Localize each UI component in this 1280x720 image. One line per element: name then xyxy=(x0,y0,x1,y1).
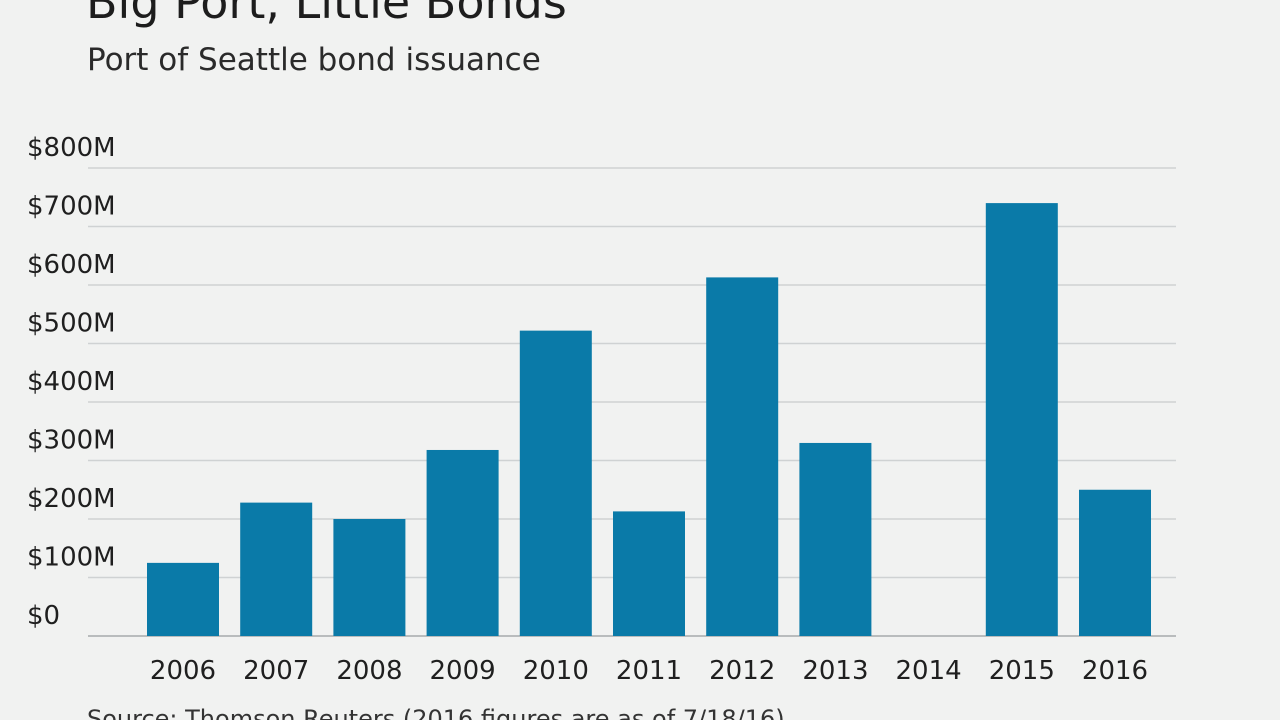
y-tick-label: $400M xyxy=(27,367,116,397)
x-tick-label-2008: 2008 xyxy=(336,656,402,686)
chart-source-note: Source: Thomson Reuters (2016 figures ar… xyxy=(87,705,785,720)
y-tick-label: $200M xyxy=(27,484,116,514)
chart-subtitle: Port of Seattle bond issuance xyxy=(87,42,541,78)
bar-2008 xyxy=(333,519,406,636)
y-tick-label: $0 xyxy=(27,601,60,631)
x-tick-label-2015: 2015 xyxy=(989,656,1055,686)
bar-2013 xyxy=(799,442,872,636)
x-tick-label-2011: 2011 xyxy=(616,656,682,686)
bar-2015 xyxy=(985,203,1058,636)
x-tick-label-2014: 2014 xyxy=(896,656,962,686)
chart-title: Big Port, Little Bonds xyxy=(86,0,567,29)
bar-2011 xyxy=(613,511,685,636)
x-tick-label-2016: 2016 xyxy=(1082,656,1148,686)
x-tick-label-2007: 2007 xyxy=(243,656,309,686)
y-axis-tick-labels: $0 $100M $200M $300M $400M $500M $600M $700M $80… xyxy=(27,133,116,631)
bar-2007 xyxy=(240,502,313,636)
bar-2010 xyxy=(519,330,592,636)
y-tick-label: $800M xyxy=(27,133,116,163)
bars xyxy=(147,203,1151,636)
y-tick-label: $100M xyxy=(27,543,116,573)
y-tick-label: $300M xyxy=(27,426,116,456)
bar-2016 xyxy=(1079,489,1151,636)
x-axis-tick-labels: 2006 2007 2008 2009 2010 2011 2012 2013 2014 2015… xyxy=(150,656,1148,686)
x-tick-label-2006: 2006 xyxy=(150,656,216,686)
y-tick-label: $700M xyxy=(27,192,116,222)
bar-2009 xyxy=(426,449,499,636)
y-tick-label: $600M xyxy=(27,250,116,280)
x-tick-label-2013: 2013 xyxy=(802,656,868,686)
bar-2006 xyxy=(147,562,219,636)
bar-2012 xyxy=(706,277,779,636)
x-tick-label-2012: 2012 xyxy=(709,656,775,686)
x-tick-label-2010: 2010 xyxy=(523,656,589,686)
x-tick-label-2009: 2009 xyxy=(430,656,496,686)
y-tick-label: $500M xyxy=(27,309,116,339)
